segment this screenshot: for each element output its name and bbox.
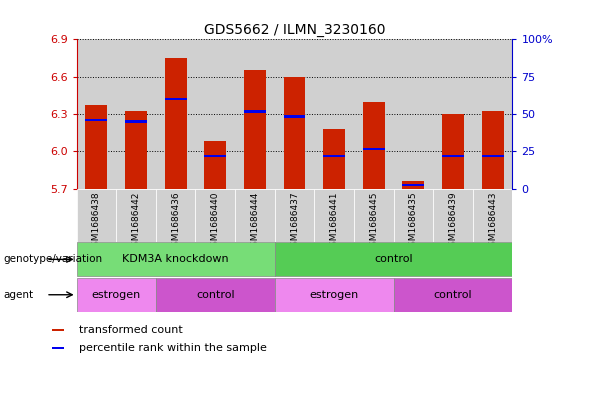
Bar [196,39,235,189]
Text: estrogen: estrogen [309,290,359,300]
Bar [482,112,504,189]
Bar [473,39,512,189]
Bar [283,77,305,189]
Bar [473,189,512,242]
Bar [125,112,147,189]
Bar [315,39,354,189]
Bar [433,39,473,189]
Bar [244,110,266,113]
Text: GSM1686441: GSM1686441 [330,191,339,252]
Bar [363,148,385,150]
Bar [244,70,266,189]
Text: GSM1686438: GSM1686438 [92,191,101,252]
Text: GSM1686437: GSM1686437 [290,191,299,252]
Bar [235,189,274,242]
Text: GSM1686442: GSM1686442 [131,191,141,252]
Bar [196,189,235,242]
Bar [274,242,512,276]
Bar [156,278,274,312]
Text: percentile rank within the sample: percentile rank within the sample [80,343,267,353]
Bar [52,329,64,331]
Bar [393,39,433,189]
Bar [235,39,274,189]
Bar [77,189,116,242]
Bar [156,39,196,189]
Text: GSM1686440: GSM1686440 [211,191,220,252]
Text: control: control [196,290,234,300]
Bar [165,98,187,100]
Bar [156,189,196,242]
Text: agent: agent [3,290,33,300]
Bar [393,278,512,312]
Bar [116,39,156,189]
Bar [363,101,385,189]
Bar [204,141,226,189]
Bar [77,242,274,276]
Text: GSM1686443: GSM1686443 [488,191,497,252]
Bar [116,189,156,242]
Bar [354,189,393,242]
Bar [323,129,345,189]
Bar [165,58,187,189]
Bar [274,278,393,312]
Text: GSM1686444: GSM1686444 [250,191,259,252]
Text: genotype/variation: genotype/variation [3,254,102,264]
Bar [85,119,107,121]
Text: transformed count: transformed count [80,325,183,335]
Text: GSM1686439: GSM1686439 [448,191,458,252]
Bar [323,155,345,158]
Bar [433,189,473,242]
Text: control: control [374,254,413,264]
Bar [204,155,226,158]
Text: KDM3A knockdown: KDM3A knockdown [123,254,229,264]
Text: GSM1686436: GSM1686436 [171,191,180,252]
Bar [402,184,424,186]
Text: control: control [434,290,472,300]
Bar [77,39,116,189]
Bar [442,114,464,189]
Bar [402,181,424,189]
Title: GDS5662 / ILMN_3230160: GDS5662 / ILMN_3230160 [204,23,385,37]
Bar [315,189,354,242]
Text: estrogen: estrogen [91,290,141,300]
Bar [354,39,393,189]
Bar [274,189,315,242]
Bar [85,105,107,189]
Bar [283,115,305,118]
Text: GSM1686435: GSM1686435 [409,191,418,252]
Bar [442,155,464,158]
Bar [77,278,156,312]
Bar [393,189,433,242]
Bar [274,39,315,189]
Bar [482,155,504,158]
Bar [125,120,147,123]
Bar [52,347,64,349]
Text: GSM1686445: GSM1686445 [369,191,378,252]
